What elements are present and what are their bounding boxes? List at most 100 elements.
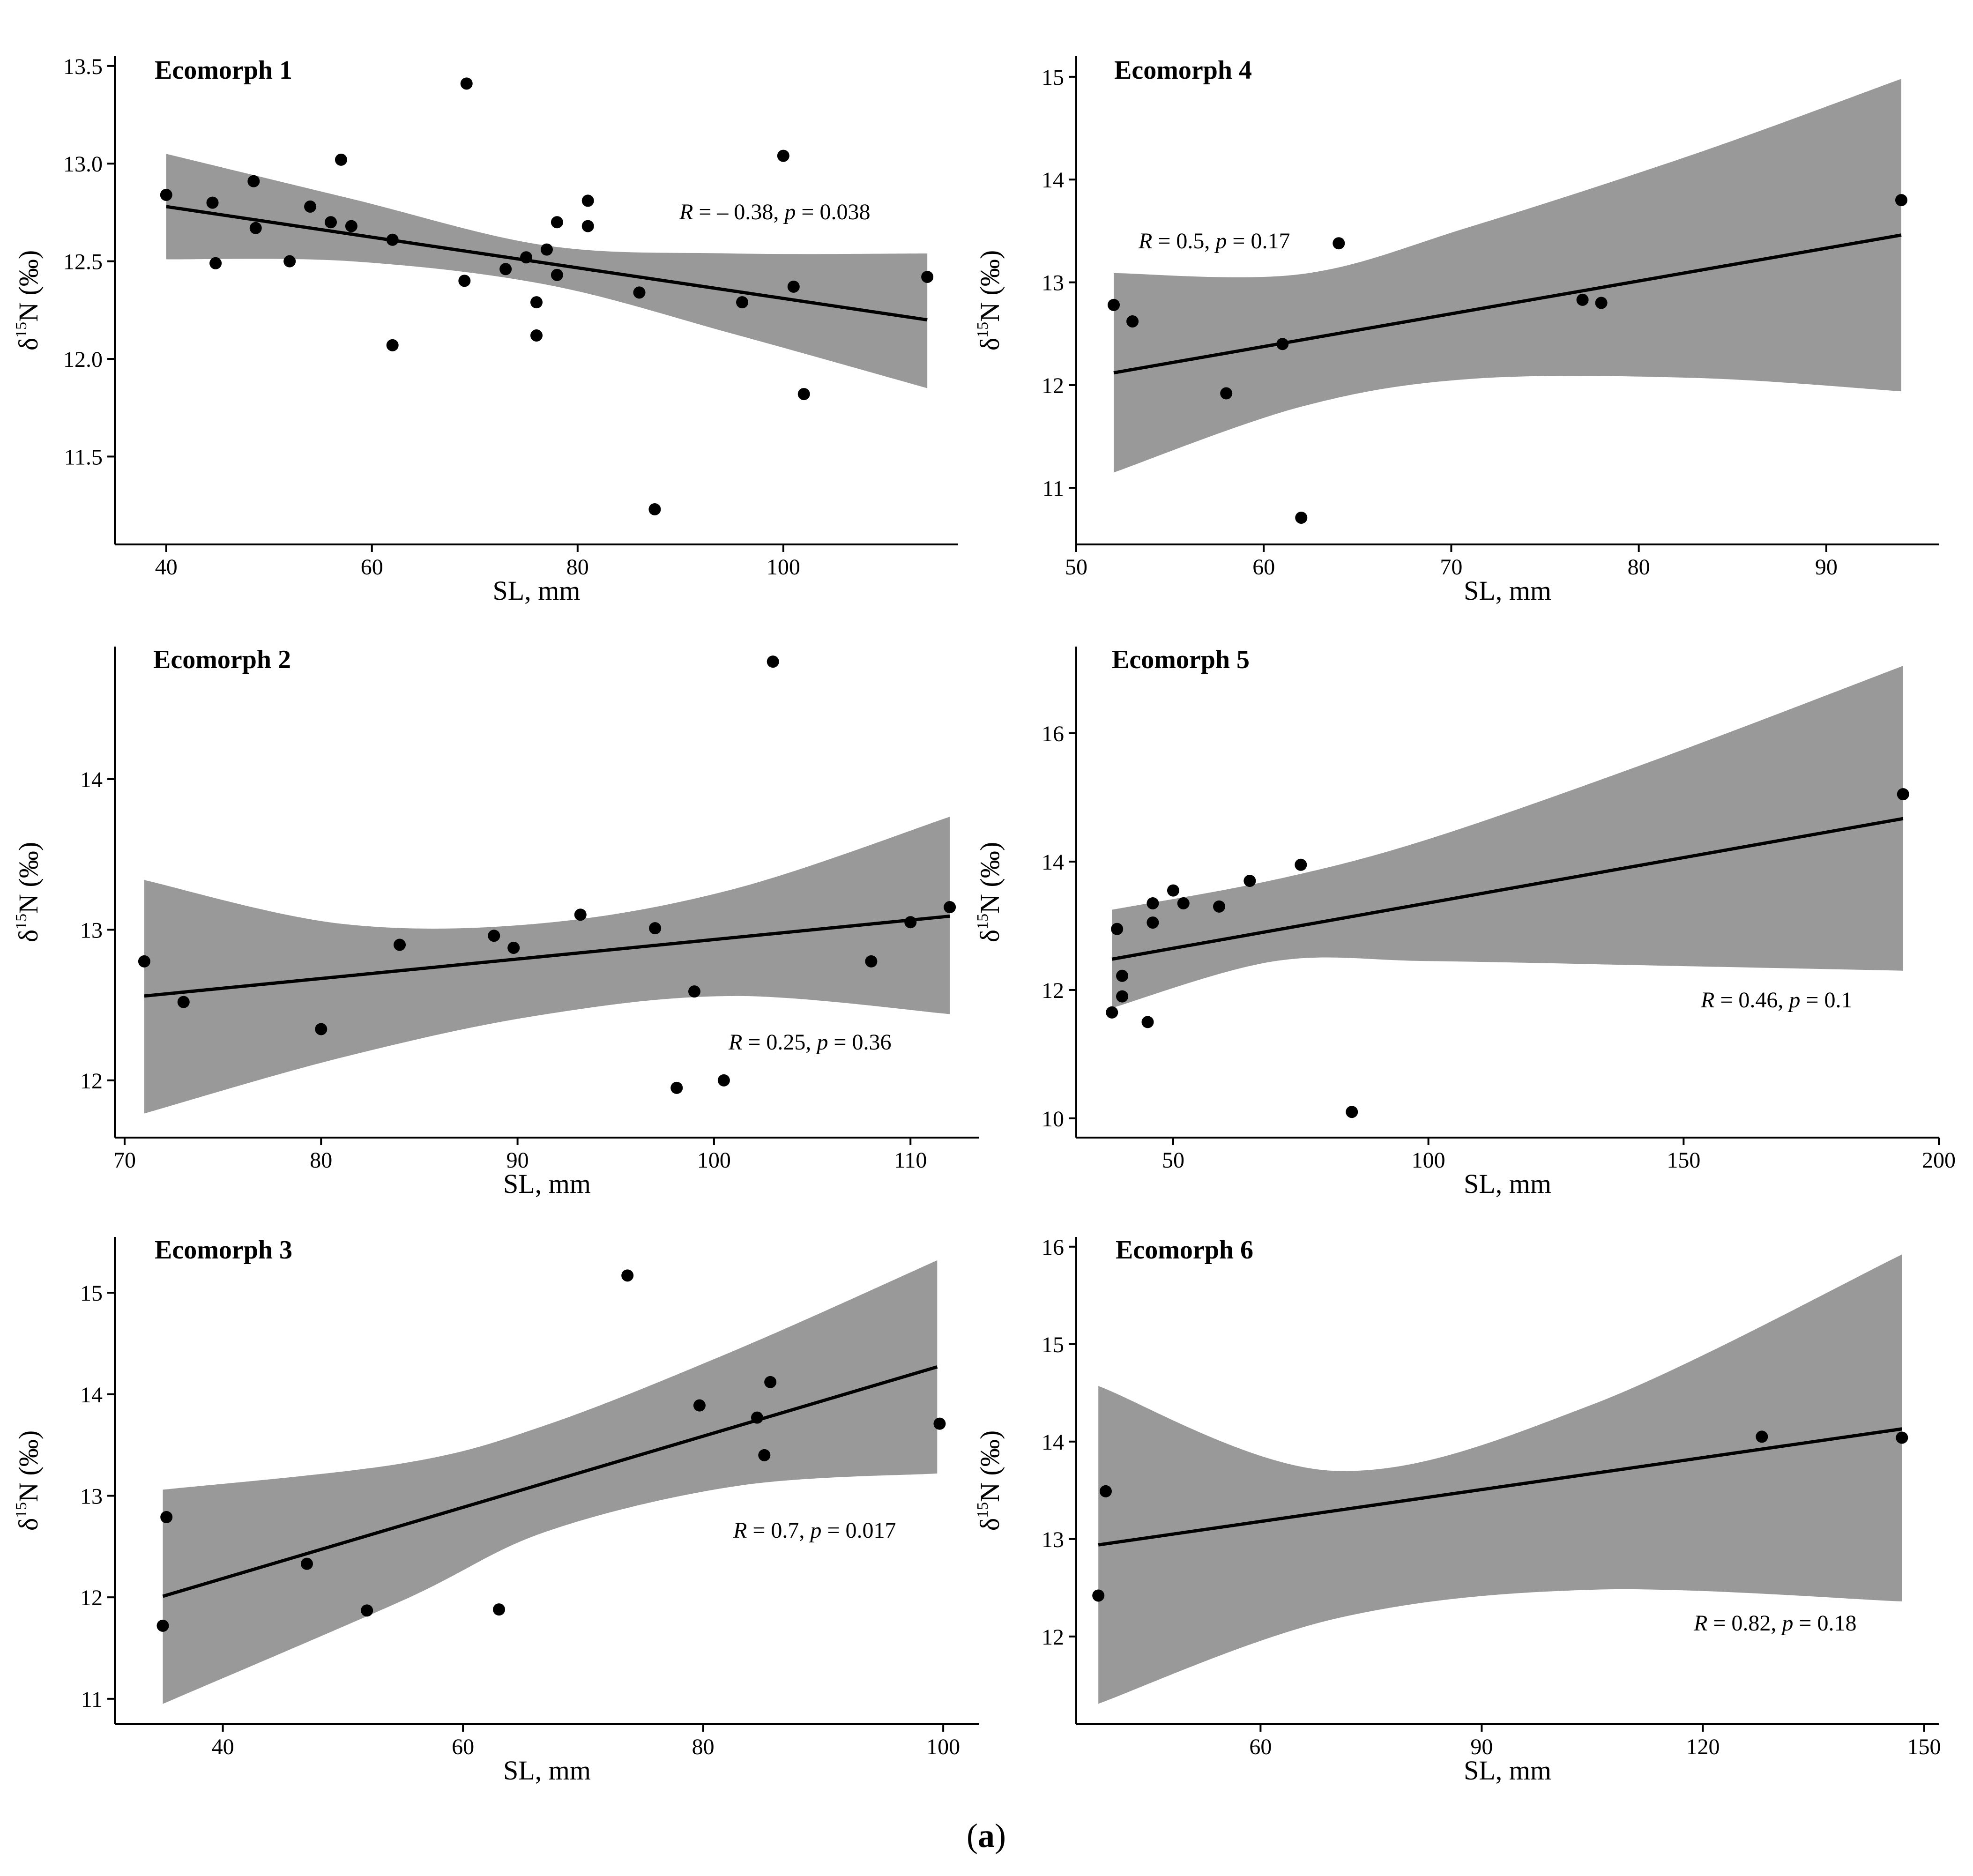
data-point [944, 901, 956, 914]
data-point [693, 1399, 706, 1412]
data-point [717, 1074, 730, 1087]
annotation-p-value: = 0.1 [1800, 988, 1852, 1012]
confidence-band [1114, 79, 1901, 473]
panel-title: Ecomorph 4 [1114, 56, 1252, 85]
x-tick-label: 90 [1815, 555, 1838, 580]
y-axis-title-isotope: 15 [13, 1502, 30, 1518]
data-point [1108, 298, 1120, 311]
data-point [156, 1619, 169, 1632]
data-point [1116, 990, 1129, 1003]
y-axis-title-rest: N (‰) [975, 250, 1005, 322]
x-tick-label: 40 [212, 1735, 234, 1759]
y-tick-label: 10 [1042, 1107, 1064, 1132]
data-point [1896, 1431, 1908, 1444]
x-tick-label: 70 [113, 1148, 136, 1173]
y-tick-label: 14 [1042, 850, 1064, 875]
x-tick-label: 60 [452, 1735, 474, 1759]
x-tick-label: 80 [566, 555, 589, 580]
data-point [1106, 1006, 1118, 1019]
annotation-p-label: p [1780, 1611, 1793, 1636]
correlation-annotation: R = – 0.38, p = 0.038 [679, 200, 870, 224]
data-point [1295, 858, 1307, 871]
regression-line [1113, 233, 1902, 375]
data-point [499, 263, 512, 275]
data-point [797, 388, 810, 401]
data-point [488, 930, 500, 942]
data-point [758, 1449, 771, 1461]
x-axis-title: SL, mm [1464, 1169, 1551, 1199]
y-tick-label: 14 [80, 767, 103, 792]
data-point [670, 1081, 683, 1094]
confidence-band [144, 817, 950, 1114]
y-axis-title: δ15N (‰) [13, 250, 44, 350]
annotation-r-value: = 0.5, [1152, 229, 1215, 253]
y-axis-title-rest: N (‰) [975, 1430, 1005, 1502]
y-axis-title: δ15N (‰) [13, 842, 44, 942]
data-point [177, 996, 190, 1008]
annotation-r-label: R [679, 200, 693, 224]
y-axis-title: δ15N (‰) [974, 842, 1005, 942]
data-point [621, 1269, 634, 1282]
data-point [138, 955, 150, 968]
data-point [460, 77, 473, 90]
annotation-p-value: = 0.17 [1227, 229, 1290, 253]
data-point [767, 655, 779, 668]
annotation-r-value: = 0.7, [747, 1518, 810, 1543]
annotation-p-label: p [1787, 988, 1800, 1012]
x-tick-label: 80 [692, 1735, 715, 1759]
y-tick-label: 12.0 [63, 347, 103, 372]
x-tick-label: 100 [1412, 1148, 1445, 1173]
y-axis-title-isotope: 15 [974, 322, 991, 338]
y-tick-label: 12 [80, 1069, 103, 1094]
data-point [1116, 969, 1129, 982]
y-tick-label: 11 [81, 1687, 103, 1712]
data-point [777, 149, 789, 162]
annotation-p-value: = 0.017 [821, 1518, 896, 1543]
caption-letter: a [978, 1817, 995, 1854]
panel-title: Ecomorph 1 [155, 56, 292, 85]
correlation-annotation: R = 0.7, p = 0.017 [733, 1518, 896, 1543]
data-point [1213, 900, 1226, 913]
caption-close-paren: ) [995, 1817, 1006, 1854]
chart-panel: 40 60 80 100 11.5 12.0 12.5 13.0 13.5 SL, mm δ15N … [13, 54, 958, 606]
annotation-r-label: R [1138, 229, 1152, 253]
regression-line [1098, 1427, 1902, 1547]
y-axis-title-isotope: 15 [974, 914, 991, 930]
data-point [921, 270, 934, 283]
confidence-band [166, 154, 928, 388]
y-tick-label: 12 [1042, 978, 1064, 1003]
data-point [530, 296, 543, 309]
data-point [160, 188, 172, 201]
x-tick-label: 40 [155, 555, 178, 580]
y-axis-title-delta: δ [13, 338, 44, 350]
data-point [736, 296, 749, 309]
x-tick-label: 60 [1252, 555, 1275, 580]
data-point [493, 1603, 505, 1616]
data-point [458, 275, 471, 287]
annotation-r-value: = 0.25, [742, 1030, 817, 1055]
x-tick-label: 80 [310, 1148, 332, 1173]
y-tick-label: 11.5 [64, 445, 103, 469]
x-tick-label: 70 [1440, 555, 1462, 580]
x-tick-label: 100 [697, 1148, 731, 1173]
y-axis-title: δ15N (‰) [13, 1430, 44, 1531]
x-axis-title: SL, mm [503, 1755, 591, 1786]
y-tick-label: 12 [1042, 1625, 1064, 1650]
data-point [361, 1604, 373, 1617]
data-point [160, 1511, 173, 1523]
x-axis-title: SL, mm [1464, 575, 1551, 606]
data-point [1220, 387, 1233, 400]
x-tick-label: 150 [1907, 1735, 1941, 1759]
data-point [1243, 875, 1256, 887]
data-point [649, 922, 662, 935]
x-tick-label: 50 [1162, 1148, 1184, 1173]
annotation-p-label: p [815, 1030, 828, 1055]
annotation-p-value: = 0.038 [796, 200, 870, 224]
data-point [1576, 293, 1589, 306]
x-tick-label: 110 [894, 1148, 927, 1173]
x-tick-label: 120 [1686, 1735, 1720, 1759]
data-point [865, 955, 878, 968]
data-point [751, 1411, 763, 1424]
data-point [520, 251, 533, 264]
data-point [1595, 297, 1608, 309]
